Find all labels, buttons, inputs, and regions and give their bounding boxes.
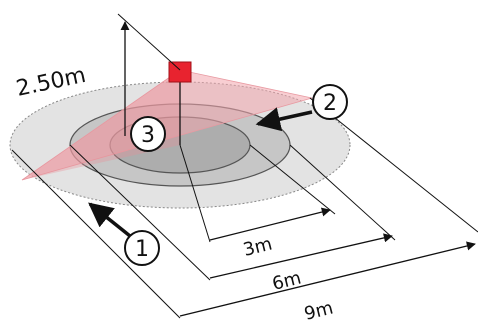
marker-2-circle (312, 84, 348, 120)
detection-beam (21, 69, 313, 181)
marker-1-label: 1 (135, 237, 149, 262)
label-6m: 6m (270, 267, 303, 294)
label-3m: 3m (241, 233, 274, 260)
extension-line-middle-right (289, 144, 396, 241)
marker-3-circle (130, 116, 166, 152)
height-reference-line (117, 13, 181, 71)
detection-beam-inner (22, 70, 180, 180)
extension-line-middle (69, 144, 211, 281)
extension-line-inner (179, 144, 211, 243)
marker-1-circle (124, 230, 160, 266)
dim-arrow-9m (179, 241, 476, 317)
dim-arrow-3m (209, 207, 331, 241)
marker-1-arrow (88, 202, 132, 238)
extension-line-outer (11, 149, 181, 319)
marker-2-label: 2 (323, 91, 337, 116)
label-9m: 9m (302, 297, 335, 320)
extension-line-outer-right (309, 97, 478, 233)
sensor-icon (168, 61, 192, 83)
marker-2-arrow (255, 107, 313, 132)
extension-line-inner-right (249, 144, 336, 215)
dim-arrow-6m (209, 233, 393, 279)
marker-3-label: 3 (141, 123, 155, 148)
